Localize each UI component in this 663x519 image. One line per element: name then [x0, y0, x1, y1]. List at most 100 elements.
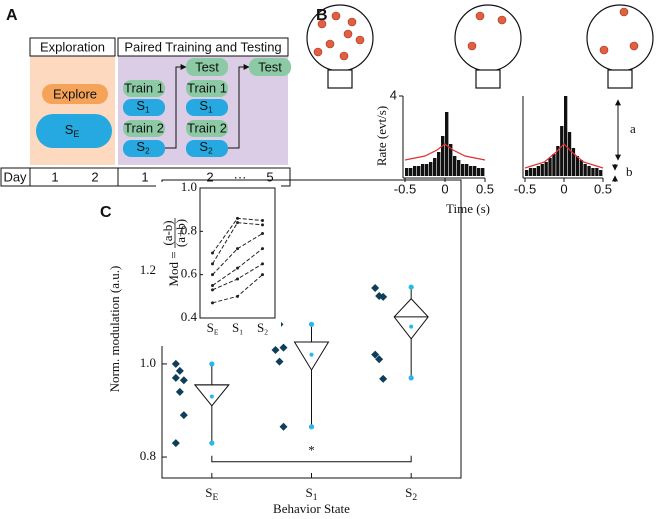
x-tick-label: 0.5	[476, 181, 494, 196]
bar	[425, 164, 429, 176]
y-tick-label: 1.0	[181, 179, 197, 194]
pill	[42, 84, 108, 104]
pill-label: Explore	[53, 86, 97, 101]
place-mark	[339, 51, 349, 61]
y-axis-label: Rate (evt/s)	[374, 106, 389, 166]
significance-label: *	[308, 443, 315, 458]
x-tick-label: S1	[232, 320, 243, 336]
pill-label: Test	[258, 59, 282, 74]
data-point	[371, 350, 380, 359]
box-chart: 0.8 1.0 1.2 Norm. modulation (a.u.) Behavior…	[107, 179, 462, 516]
bar	[525, 170, 529, 176]
pill-label-main: S	[136, 139, 145, 154]
pill-label: S1	[199, 98, 213, 114]
pill	[186, 99, 228, 116]
bar	[575, 156, 579, 176]
x-tick-label-main: S	[207, 320, 214, 335]
x-tick-label: 0	[560, 181, 567, 196]
header-box	[29, 37, 116, 57]
bar	[449, 144, 453, 176]
place-mark	[331, 11, 341, 21]
pill-label-sub: 1	[208, 106, 213, 115]
place-mark	[313, 47, 323, 57]
x-tick-label-sub: 1	[313, 493, 318, 503]
day: 1	[141, 169, 148, 184]
series-point	[261, 273, 264, 277]
place-mark	[475, 11, 485, 21]
pill-label: Train 1	[124, 80, 164, 95]
day: 1	[51, 169, 58, 184]
bar	[405, 168, 409, 176]
pill	[123, 99, 165, 116]
y-tick-label: 0.8	[181, 222, 197, 237]
series-point	[261, 223, 264, 227]
rate-curve	[524, 143, 604, 169]
bar	[465, 164, 469, 176]
whisker-end	[308, 424, 315, 430]
mean	[409, 324, 414, 329]
data-point	[371, 284, 380, 293]
x-axis-label: Behavior State	[273, 501, 350, 516]
data-point	[379, 292, 388, 301]
arena	[454, 4, 522, 72]
x-tick-label: SE	[207, 320, 219, 336]
pill	[186, 120, 228, 137]
arena-box	[327, 69, 353, 89]
x-tick-label-sub: E	[213, 493, 219, 503]
bar	[429, 162, 433, 176]
annotation: a	[630, 121, 636, 136]
bar	[421, 164, 425, 176]
data-point	[171, 373, 180, 382]
x-tick-label-sub: 2	[412, 493, 417, 503]
x-tick-label: -0.5	[514, 181, 536, 196]
day: 2	[91, 169, 98, 184]
bar	[469, 166, 473, 176]
panel-a: A Exploration Paired Training and Testing E…	[0, 7, 291, 187]
series-point	[211, 288, 214, 292]
bar	[441, 136, 445, 176]
bar	[579, 160, 583, 176]
data-point	[275, 357, 284, 366]
series-point	[236, 247, 239, 251]
place-mark	[497, 15, 507, 25]
bar	[481, 168, 485, 176]
bar	[587, 166, 591, 176]
series-point	[236, 266, 239, 270]
y-axis-label-text: Mod =	[166, 251, 181, 286]
bar	[536, 166, 540, 176]
pill-label: S2	[199, 139, 213, 155]
y-tick-label: 0.6	[181, 266, 198, 281]
bar	[548, 158, 552, 176]
pill	[123, 120, 165, 137]
y-tick-label: 4	[390, 87, 397, 102]
data-point	[279, 422, 288, 431]
y-tick-label: 1.0	[140, 355, 156, 370]
bar	[552, 154, 556, 176]
place-mark	[467, 41, 477, 51]
bar	[540, 164, 544, 176]
series-point	[261, 262, 264, 266]
bar	[564, 96, 568, 176]
place-mark	[619, 7, 629, 17]
series-point	[236, 277, 239, 281]
pill-label: Train 2	[187, 120, 227, 135]
arena-drawings	[306, 4, 654, 89]
bar	[567, 132, 572, 176]
pill-label: Test	[195, 59, 219, 74]
y-axis-label: Norm. modulation (a.u.)	[107, 266, 122, 393]
inset-background	[156, 182, 281, 346]
bar	[433, 158, 437, 176]
bar	[473, 166, 477, 176]
x-tick-label-main: S	[232, 320, 239, 335]
series-point	[236, 221, 239, 225]
x-tick-label-sub: 2	[264, 327, 268, 336]
place-mark	[629, 41, 639, 51]
pill-label: S1	[136, 98, 150, 114]
pill-label-main: S	[199, 98, 208, 113]
place-mark	[325, 39, 335, 49]
y-axis-label-den: (a+b)	[173, 219, 188, 247]
bar	[445, 112, 449, 176]
data-point	[171, 359, 180, 368]
series-point	[236, 294, 239, 298]
